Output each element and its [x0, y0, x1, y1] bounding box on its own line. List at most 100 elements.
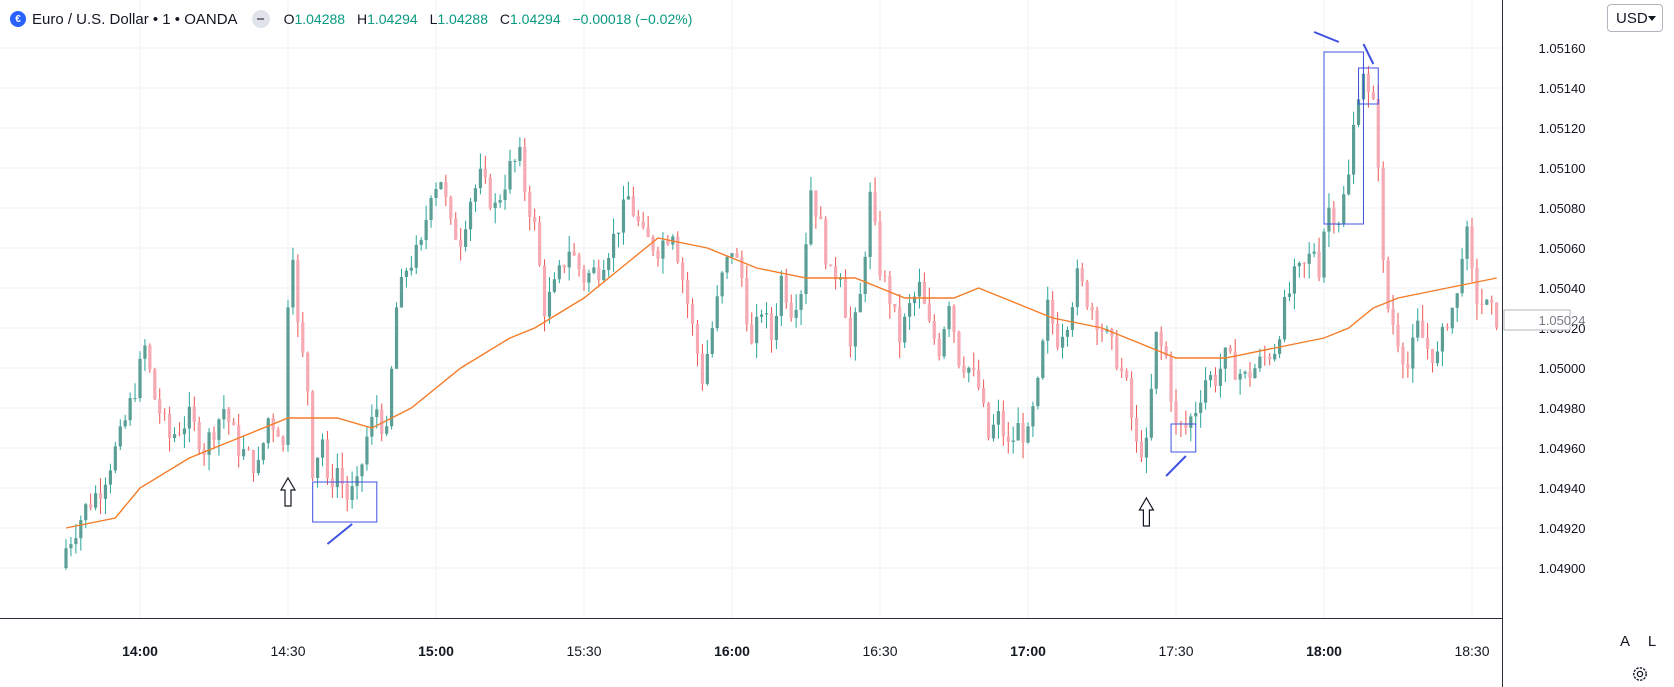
log-scale-button[interactable]: L	[1641, 630, 1663, 652]
candle	[991, 414, 996, 442]
price-axis: 1.05160 1.05140 1.05120 1.05100 1.05080 1.050…	[1503, 41, 1586, 576]
candle	[291, 247, 295, 315]
candle	[755, 304, 759, 359]
candle	[508, 149, 512, 194]
candle	[246, 446, 251, 451]
candle	[271, 413, 275, 443]
time-axis: 14:00 14:30 15:00 15:30 16:00 16:30 17:00 17:30…	[122, 643, 1490, 659]
candle	[843, 269, 848, 319]
candle	[937, 332, 941, 361]
candle-body	[725, 256, 729, 273]
candle-body	[266, 418, 270, 444]
candle-body	[118, 426, 122, 447]
candle-body	[1480, 303, 1484, 305]
candle	[1006, 421, 1010, 454]
candle-body	[774, 315, 778, 341]
candle	[1460, 248, 1464, 297]
candle	[903, 313, 907, 348]
candle-body	[1090, 307, 1094, 311]
candle-body	[498, 200, 502, 203]
candle	[927, 287, 931, 323]
candle	[256, 446, 260, 476]
candle	[1347, 159, 1351, 196]
candle-body	[873, 191, 877, 222]
candle-body	[794, 309, 798, 318]
candle-body	[276, 429, 280, 437]
candle-body	[227, 409, 231, 423]
candle-body	[730, 253, 734, 257]
candle-body	[1495, 302, 1499, 328]
candle-body	[690, 303, 695, 324]
candle	[1243, 370, 1247, 379]
candle	[143, 339, 147, 371]
candle	[345, 476, 349, 512]
candle	[1445, 323, 1449, 331]
candle	[547, 277, 552, 324]
candle	[251, 449, 256, 482]
change-value: −0.00018 (−0.02%)	[572, 11, 693, 27]
candle-body	[1312, 251, 1316, 254]
symbol-title[interactable]: Euro / U.S. Dollar • 1 • OANDA	[32, 10, 238, 28]
candle	[128, 392, 132, 426]
candle-body	[804, 244, 808, 295]
candle	[1154, 331, 1158, 395]
candle-body	[1199, 402, 1203, 413]
candle-body	[1080, 268, 1084, 282]
candle-body	[1258, 356, 1262, 369]
candle-body	[217, 419, 221, 440]
candle-body	[123, 420, 127, 427]
candle	[858, 282, 862, 313]
legend-collapse-button[interactable]	[251, 10, 270, 28]
candle	[330, 463, 334, 498]
high-value: 1.04294	[367, 11, 418, 27]
candle	[1213, 367, 1218, 393]
candle	[64, 539, 68, 570]
candle	[947, 301, 951, 337]
candle-body	[172, 434, 177, 439]
candle-body	[1144, 437, 1148, 458]
auto-scale-button[interactable]: A	[1614, 630, 1636, 652]
candle-body	[94, 493, 98, 508]
candle	[286, 299, 290, 452]
candle-body	[182, 428, 186, 435]
candle-body	[602, 269, 606, 280]
candle	[587, 269, 591, 292]
candle	[597, 259, 601, 288]
candle	[533, 208, 537, 231]
candle-body	[345, 483, 349, 501]
candle	[1475, 258, 1479, 320]
candle	[641, 212, 645, 230]
candle	[1100, 323, 1104, 342]
candle	[784, 268, 788, 309]
candle	[1307, 242, 1311, 279]
candle-body	[1332, 207, 1336, 225]
candle-body	[330, 478, 334, 488]
candle	[710, 321, 714, 358]
candle	[1371, 85, 1375, 100]
open-label: O	[283, 11, 295, 27]
gear-icon[interactable]	[1631, 665, 1649, 683]
candle-body	[464, 229, 468, 247]
candle-body	[809, 190, 813, 245]
candle-body	[1352, 124, 1356, 175]
candle-body	[1046, 299, 1050, 341]
candle	[1381, 161, 1385, 273]
candle-body	[1159, 331, 1163, 347]
euro-dollar-flag-icon[interactable]: €	[10, 11, 26, 27]
annotation-box	[1358, 67, 1379, 105]
currency-select[interactable]: USD	[1607, 4, 1663, 32]
candle-body	[424, 219, 428, 241]
candle	[1031, 401, 1035, 438]
candle-body	[1218, 368, 1222, 386]
candle-body	[848, 317, 852, 347]
candle-body	[1243, 371, 1247, 374]
candle	[932, 314, 936, 345]
candle-body	[444, 182, 448, 198]
candle	[1046, 286, 1050, 354]
candle	[838, 273, 843, 288]
candle-body	[927, 303, 931, 322]
candle-body	[547, 291, 552, 317]
candle-body	[1465, 226, 1469, 259]
candle-body	[552, 279, 556, 292]
